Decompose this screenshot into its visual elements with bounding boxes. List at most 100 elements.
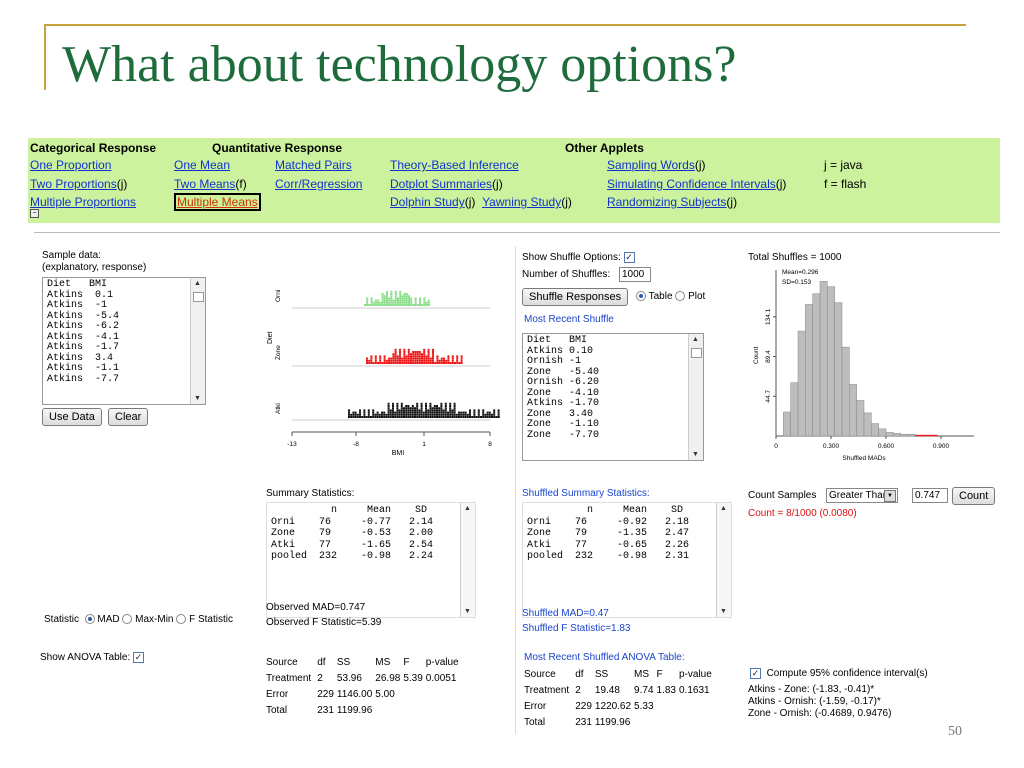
dot-mark — [372, 409, 375, 412]
dot-mark — [433, 405, 436, 407]
dot-mark — [451, 409, 454, 412]
theory-based-link[interactable]: Theory-Based Inference — [390, 158, 519, 172]
compute-ci-checkbox[interactable]: ✓ — [750, 668, 761, 679]
matched-pairs-link[interactable]: Matched Pairs — [275, 158, 352, 172]
count-cutoff-input[interactable]: 0.747 — [912, 488, 948, 503]
dot-mark — [410, 357, 412, 360]
plot-radio[interactable] — [675, 291, 686, 302]
dot-mark — [423, 353, 426, 356]
table-cell: 1146.00 — [336, 688, 373, 700]
simulating-ci-link[interactable]: Simulating Confidence Intervals — [607, 177, 776, 191]
dot-mark — [414, 301, 417, 304]
scroll-up-icon[interactable]: ▲ — [194, 280, 201, 287]
sample-data-textarea[interactable]: Diet BMI Atkins 0.1 Atkins -1 Atkins -5.… — [42, 277, 206, 405]
dot-mark — [387, 407, 390, 410]
histogram-bar — [819, 281, 828, 437]
corr-regression-link[interactable]: Corr/Regression — [275, 177, 363, 191]
scroll-down-icon[interactable]: ▼ — [464, 608, 471, 615]
dot-mark — [396, 405, 399, 407]
dot-mark — [403, 304, 406, 306]
show-shuffle-checkbox[interactable]: ✓ — [623, 252, 635, 263]
scroll-up-icon[interactable]: ▲ — [720, 505, 727, 512]
sampling-words-link[interactable]: Sampling Words — [607, 158, 695, 172]
scroll-down-icon[interactable]: ▼ — [692, 451, 699, 458]
table-cell: Error — [524, 700, 547, 712]
count-button[interactable]: Count — [952, 487, 996, 505]
one-mean-link[interactable]: One Mean — [174, 158, 231, 172]
dot-mark — [399, 348, 401, 351]
dot-mark — [359, 413, 361, 416]
dot-mark — [383, 304, 386, 306]
dot-mark — [396, 362, 399, 364]
dot-mark — [432, 359, 434, 362]
dotplot-summaries-link[interactable]: Dotplot Summaries — [390, 177, 493, 191]
count-direction-select[interactable]: Greater Than ▼ — [826, 488, 898, 503]
number-of-shuffles-input[interactable]: 1000 — [619, 267, 651, 282]
two-means-link[interactable]: Two Means — [174, 177, 236, 191]
shuffle-responses-button[interactable]: Shuffle Responses — [522, 288, 629, 306]
dot-mark — [398, 416, 401, 418]
dot-mark — [488, 411, 491, 414]
two-proportions-link[interactable]: Two Proportions — [30, 177, 117, 191]
shuffled-summary-box[interactable]: n Mean SD Orni 76 -0.92 2.18 Zone 79 -1.… — [522, 502, 732, 618]
dot-mark — [473, 409, 476, 412]
dot-mark — [421, 353, 423, 356]
table-row: Treatment 2 53.96 26.98 5.39 0.0051 — [266, 670, 462, 686]
scroll-up-icon[interactable]: ▲ — [692, 336, 699, 343]
dot-mark — [427, 301, 430, 304]
dot-mark — [425, 359, 428, 362]
scroll-thumb[interactable] — [193, 292, 204, 302]
dot-mark — [403, 413, 405, 416]
scroll-down-icon[interactable]: ▼ — [194, 395, 201, 402]
dropdown-arrow-icon[interactable]: ▼ — [884, 490, 896, 502]
clear-button[interactable]: Clear — [108, 408, 149, 426]
dot-mark — [429, 407, 432, 410]
scroll-thumb[interactable] — [691, 348, 702, 358]
multiple-means-link[interactable]: Multiple Means — [174, 193, 261, 211]
dot-mark — [451, 355, 454, 358]
recent-shuffle-textarea[interactable]: Diet BMI Atkins 0.10 Ornish -1 Zone -5.4… — [522, 333, 704, 461]
compute-ci-label: Compute 95% confidence interval(s) — [766, 668, 928, 680]
one-proportion-link[interactable]: One Proportion — [30, 158, 112, 172]
dot-mark — [381, 293, 384, 295]
recent-shuffle-scrollbar[interactable]: ▲ ▼ — [688, 334, 703, 460]
table-cell: p-value — [425, 656, 459, 668]
dot-mark — [394, 304, 397, 306]
table-radio[interactable] — [636, 291, 646, 302]
scroll-down-icon[interactable]: ▼ — [720, 608, 727, 615]
dot-mark — [412, 362, 415, 364]
dolphin-study-link[interactable]: Dolphin Study — [390, 195, 465, 209]
number-of-shuffles-label: Number of Shuffles: — [522, 269, 611, 280]
dot-mark — [401, 304, 404, 306]
dot-mark — [440, 411, 443, 414]
summary-scrollbar[interactable]: ▲ ▼ — [460, 503, 475, 617]
dot-mark — [455, 416, 458, 418]
dot-mark — [423, 355, 426, 358]
dot-mark — [407, 405, 410, 407]
scroll-up-icon[interactable]: ▲ — [464, 505, 471, 512]
max-min-radio[interactable] — [122, 614, 133, 625]
multiple-proportions-link[interactable]: Multiple Proportions — [30, 195, 137, 209]
randomizing-subjects-link[interactable]: Randomizing Subjects — [607, 195, 727, 209]
dot-mark — [400, 416, 403, 418]
dot-mark — [420, 405, 423, 407]
table-cell: Total — [524, 716, 546, 728]
dot-mark — [386, 293, 388, 295]
dot-mark — [429, 411, 432, 414]
dot-mark — [473, 411, 476, 414]
f-statistic-radio[interactable] — [176, 614, 187, 625]
dot-mark — [403, 416, 405, 418]
dot-mark — [456, 359, 459, 362]
use-data-button[interactable]: Use Data — [42, 408, 102, 426]
collapse-menu-button[interactable]: − — [30, 209, 39, 218]
yawning-study-link[interactable]: Yawning Study — [482, 195, 562, 209]
table-cell — [657, 698, 679, 714]
mad-radio[interactable] — [84, 614, 95, 625]
summary-stats-box[interactable]: n Mean SD Orni 76 -0.77 2.14 Zone 79 -0.… — [266, 502, 476, 618]
dot-mark — [493, 409, 496, 412]
shuffled-summary-scrollbar[interactable]: ▲ ▼ — [716, 503, 731, 617]
dot-mark — [388, 299, 391, 302]
sample-data-scrollbar[interactable]: ▲ ▼ — [190, 278, 205, 404]
show-anova-checkbox[interactable]: ✓ — [133, 652, 145, 663]
table-cell: 5.33 — [634, 700, 654, 712]
